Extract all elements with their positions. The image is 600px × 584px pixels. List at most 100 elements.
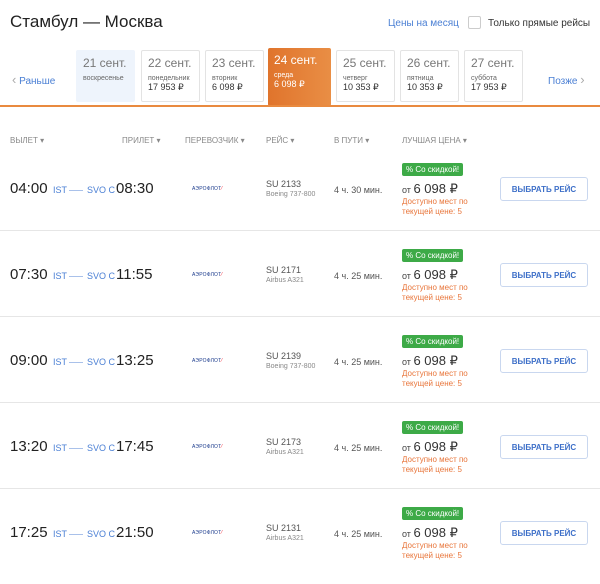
destination-airport: SVO C — [87, 271, 116, 281]
chevron-left-icon: ‹ — [12, 72, 17, 87]
select-flight-button[interactable]: ВЫБРАТЬ РЕЙС — [500, 177, 588, 201]
column-header-sort[interactable]: ЛУЧШАЯ ЦЕНА ▾ — [402, 136, 467, 145]
best-price: от 6 098 ₽ — [402, 181, 458, 196]
date-strip-underline — [0, 105, 600, 107]
date-price: 17 953 ₽ — [471, 82, 507, 92]
discount-badge: % Со скидкой! — [402, 163, 464, 176]
carrier-logo: АЭРОФЛОТ⁄ — [192, 272, 223, 278]
flight-number: SU 2131 — [266, 523, 302, 533]
weekday-label: среда — [274, 72, 294, 79]
carrier-logo: АЭРОФЛОТ⁄ — [192, 358, 223, 364]
seats-availability: Доступно мест по текущей цене: 5 — [402, 197, 468, 216]
origin-airport: IST — [53, 443, 68, 453]
column-header-sort[interactable]: В ПУТИ ▾ — [334, 136, 370, 145]
column-header-sort[interactable]: ВЫЛЕТ ▾ — [10, 136, 45, 145]
destination-airport: SVO C — [87, 185, 116, 195]
page-title: Стамбул — Москва — [10, 12, 163, 31]
arrival-time: 08:30 — [116, 180, 154, 197]
discount-badge: % Со скидкой! — [402, 335, 464, 348]
origin-airport: IST — [53, 529, 68, 539]
date-card[interactable]: 21 сент. воскресенье — [76, 50, 135, 102]
date-price: 17 953 ₽ — [148, 82, 184, 92]
prev-label: Раньше — [19, 76, 56, 87]
departure-time: 13:20 — [10, 438, 48, 455]
origin-airport: IST — [53, 357, 68, 367]
route-line — [69, 448, 83, 449]
column-header-sort[interactable]: РЕЙС ▾ — [266, 136, 295, 145]
discount-badge: % Со скидкой! — [402, 507, 464, 520]
select-flight-button[interactable]: ВЫБРАТЬ РЕЙС — [500, 263, 588, 287]
date-label: 27 сент. — [471, 56, 515, 70]
best-price: от 6 098 ₽ — [402, 267, 458, 282]
discount-badge: % Со скидкой! — [402, 249, 464, 262]
date-price: 6 098 ₽ — [274, 79, 305, 89]
flight-duration: 4 ч. 25 мин. — [334, 357, 383, 367]
destination-airport: SVO C — [87, 529, 116, 539]
prev-dates-button[interactable]: ‹ Раньше — [12, 72, 55, 87]
date-label: 24 сент. — [274, 53, 318, 67]
origin-airport: IST — [53, 271, 68, 281]
date-price: 10 353 ₽ — [343, 82, 379, 92]
weekday-label: суббота — [471, 75, 497, 82]
column-header-sort[interactable]: ПЕРЕВОЗЧИК ▾ — [185, 136, 245, 145]
departure-time: 09:00 — [10, 352, 48, 369]
date-label: 22 сент. — [148, 56, 192, 70]
row-divider — [0, 488, 600, 489]
departure-time: 17:25 — [10, 524, 48, 541]
weekday-label: понедельник — [148, 75, 190, 82]
date-label: 26 сент. — [407, 56, 451, 70]
arrival-time: 17:45 — [116, 438, 154, 455]
best-price: от 6 098 ₽ — [402, 525, 458, 540]
chevron-right-icon: › — [580, 72, 585, 87]
route-line — [69, 276, 83, 277]
next-dates-button[interactable]: Позже › — [548, 72, 585, 87]
next-label: Позже — [548, 76, 578, 87]
aircraft-type: Boeing 737-800 — [266, 191, 316, 198]
seats-availability: Доступно мест по текущей цене: 5 — [402, 541, 468, 560]
flight-number: SU 2139 — [266, 351, 302, 361]
best-price: от 6 098 ₽ — [402, 439, 458, 454]
direct-only-checkbox[interactable] — [468, 16, 481, 29]
date-card[interactable]: 26 сент. пятница 10 353 ₽ — [400, 50, 459, 102]
date-card[interactable]: 27 сент. суббота 17 953 ₽ — [464, 50, 523, 102]
flight-row: 04:00 IST SVO C 08:30 АЭРОФЛОТ⁄ SU 2133 … — [0, 154, 600, 240]
origin-airport: IST — [53, 185, 68, 195]
flight-number: SU 2133 — [266, 179, 302, 189]
date-label: 25 сент. — [343, 56, 387, 70]
date-card[interactable]: 22 сент. понедельник 17 953 ₽ — [141, 50, 200, 102]
departure-time: 07:30 — [10, 266, 48, 283]
date-card[interactable]: 24 сент. среда 6 098 ₽ — [268, 48, 331, 106]
flight-duration: 4 ч. 30 мин. — [334, 185, 383, 195]
select-flight-button[interactable]: ВЫБРАТЬ РЕЙС — [500, 349, 588, 373]
select-flight-button[interactable]: ВЫБРАТЬ РЕЙС — [500, 521, 588, 545]
carrier-logo: АЭРОФЛОТ⁄ — [192, 530, 223, 536]
select-flight-button[interactable]: ВЫБРАТЬ РЕЙС — [500, 435, 588, 459]
date-card[interactable]: 25 сент. четверг 10 353 ₽ — [336, 50, 395, 102]
weekday-label: пятница — [407, 75, 434, 82]
route-line — [69, 362, 83, 363]
column-header-sort[interactable]: ПРИЛЕТ ▾ — [122, 136, 161, 145]
flight-row: 17:25 IST SVO C 21:50 АЭРОФЛОТ⁄ SU 2131 … — [0, 498, 600, 584]
departure-time: 04:00 — [10, 180, 48, 197]
arrival-time: 21:50 — [116, 524, 154, 541]
flight-duration: 4 ч. 25 мин. — [334, 271, 383, 281]
row-divider — [0, 402, 600, 403]
seats-availability: Доступно мест по текущей цене: 5 — [402, 283, 468, 302]
flight-row: 09:00 IST SVO C 13:25 АЭРОФЛОТ⁄ SU 2139 … — [0, 326, 600, 412]
flight-number: SU 2171 — [266, 265, 302, 275]
destination-airport: SVO C — [87, 443, 116, 453]
date-price: 6 098 ₽ — [212, 82, 243, 92]
row-divider — [0, 316, 600, 317]
date-card[interactable]: 23 сент. вторник 6 098 ₽ — [205, 50, 264, 102]
direct-only-label[interactable]: Только прямые рейсы — [488, 18, 591, 29]
arrival-time: 11:55 — [116, 266, 153, 283]
weekday-label: четверг — [343, 75, 368, 82]
row-divider — [0, 230, 600, 231]
month-prices-link[interactable]: Цены на месяц — [388, 18, 459, 29]
best-price: от 6 098 ₽ — [402, 353, 458, 368]
date-price: 10 353 ₽ — [407, 82, 443, 92]
carrier-logo: АЭРОФЛОТ⁄ — [192, 444, 223, 450]
flight-row: 07:30 IST SVO C 11:55 АЭРОФЛОТ⁄ SU 2171 … — [0, 240, 600, 326]
flight-number: SU 2173 — [266, 437, 302, 447]
flight-duration: 4 ч. 25 мин. — [334, 529, 383, 539]
